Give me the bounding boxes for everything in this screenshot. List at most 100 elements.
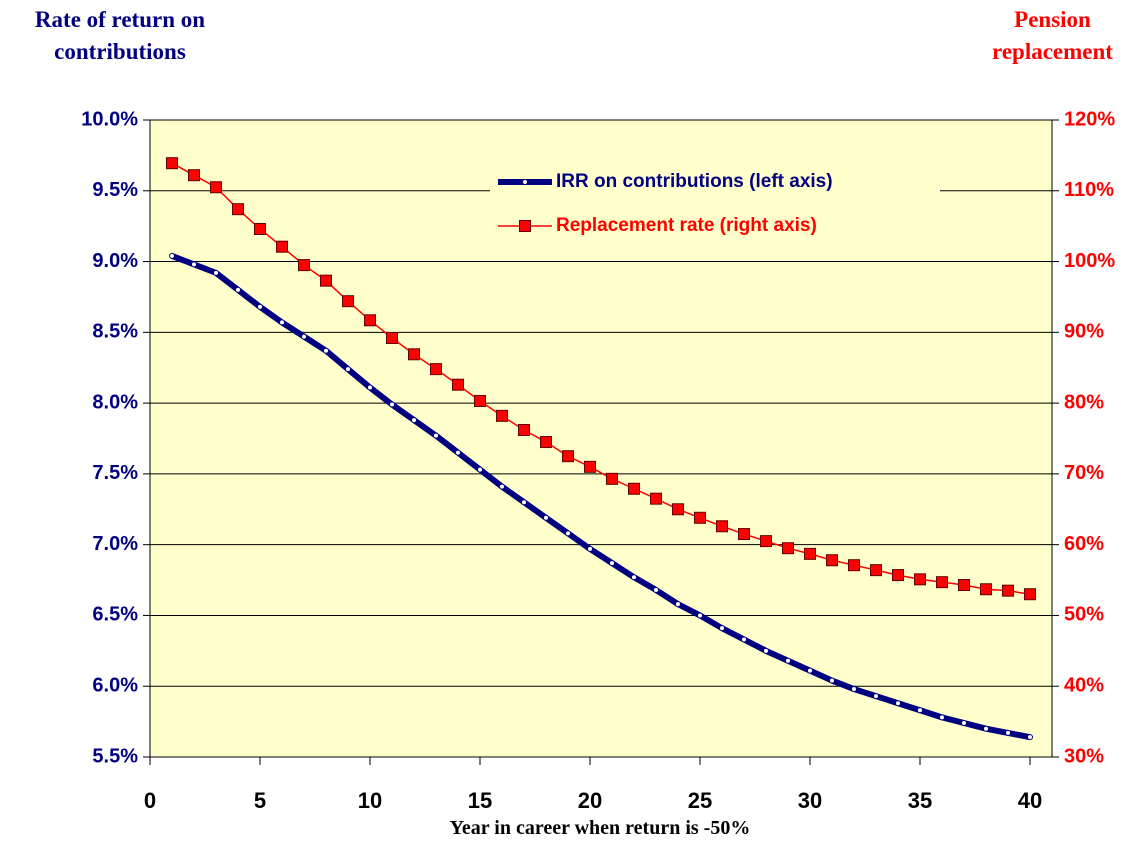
plot-border: [149, 119, 1053, 758]
point: [562, 450, 574, 463]
y2-tick-label: 40%: [1064, 675, 1104, 697]
point: [257, 303, 263, 310]
point: [609, 560, 615, 567]
point: [650, 492, 662, 505]
point: [917, 707, 923, 714]
x-tick-label: 25: [688, 788, 712, 813]
point: [232, 203, 244, 216]
legend-marker: [522, 179, 528, 185]
point: [826, 554, 838, 567]
point: [873, 693, 879, 700]
point: [848, 559, 860, 572]
point: [782, 542, 794, 555]
point: [1002, 584, 1014, 597]
point: [345, 366, 351, 373]
point: [587, 545, 593, 552]
x-tick-label: 30: [798, 788, 822, 813]
y-tick-label: 6.0%: [92, 675, 138, 697]
point: [760, 535, 772, 548]
point: [518, 424, 530, 437]
point: [320, 274, 332, 287]
point: [958, 579, 970, 592]
point: [499, 483, 505, 490]
point: [389, 401, 395, 408]
point: [367, 384, 373, 391]
point: [606, 472, 618, 485]
point: [631, 574, 637, 581]
point: [653, 586, 659, 593]
point: [169, 252, 175, 259]
point: [741, 636, 747, 643]
point: [279, 319, 285, 326]
point: [188, 169, 200, 182]
point: [301, 333, 307, 340]
point: [191, 261, 197, 268]
point: [1027, 734, 1033, 741]
y-tick-label: 7.5%: [92, 462, 138, 484]
legend: IRR on contributions (left axis) Replacem…: [490, 160, 940, 246]
y-axis-title: Rate of return on contributions: [34, 7, 206, 64]
legend-label: Replacement rate (right axis): [556, 215, 817, 236]
y2-tick-label: 110%: [1064, 179, 1114, 201]
point: [1024, 588, 1036, 601]
point: [543, 514, 549, 521]
point: [804, 547, 816, 560]
point: [540, 436, 552, 449]
point: [254, 222, 266, 235]
y2-tick-label: 120%: [1064, 108, 1115, 130]
x-tick-label: 5: [254, 788, 266, 813]
point: [936, 576, 948, 589]
point: [716, 520, 728, 533]
point: [1005, 729, 1011, 736]
y-tick-label: 5.5%: [92, 745, 138, 767]
legend-marker: [519, 220, 531, 232]
x-tick-label: 15: [468, 788, 492, 813]
point: [914, 573, 926, 586]
y-tick-label: 9.5%: [92, 179, 138, 201]
point: [892, 569, 904, 582]
point: [386, 331, 398, 344]
y2-tick-label: 80%: [1064, 391, 1104, 413]
point: [474, 394, 486, 407]
y-tick-label: 9.0%: [92, 250, 138, 272]
point: [785, 657, 791, 664]
y2-tick-label: 60%: [1064, 533, 1104, 555]
series-line: [171, 162, 1031, 595]
point: [323, 347, 329, 354]
x-tick-label: 10: [358, 788, 382, 813]
point: [584, 460, 596, 473]
x-tick-label: 40: [1018, 788, 1042, 813]
point: [433, 432, 439, 439]
point: [738, 528, 750, 541]
y-tick-label: 8.5%: [92, 321, 138, 343]
y-tick-label: 8.0%: [92, 391, 138, 413]
y-tick-label: 10.0%: [81, 108, 138, 130]
y2-tick-label: 90%: [1064, 321, 1104, 343]
point: [895, 700, 901, 707]
point: [210, 181, 222, 194]
point: [411, 417, 417, 424]
y2-tick-label: 70%: [1064, 462, 1104, 484]
point: [477, 466, 483, 473]
point: [675, 601, 681, 608]
point: [166, 157, 178, 170]
series-line: [170, 253, 1031, 741]
point: [364, 314, 376, 327]
point: [961, 720, 967, 727]
point: [719, 625, 725, 632]
point: [235, 286, 241, 293]
point: [298, 259, 310, 272]
y2-tick-label: 50%: [1064, 604, 1104, 626]
x-tick-label: 0: [144, 788, 156, 813]
point: [980, 583, 992, 596]
y2-tick-label: 100%: [1064, 250, 1115, 272]
point: [496, 409, 508, 422]
x-tick-label: 35: [908, 788, 932, 813]
point: [213, 269, 219, 276]
legend-box: [490, 160, 940, 246]
x-tick-label: 20: [578, 788, 602, 813]
legend-label: IRR on contributions (left axis): [556, 171, 833, 192]
point: [628, 482, 640, 495]
y-tick-label: 7.0%: [92, 533, 138, 555]
